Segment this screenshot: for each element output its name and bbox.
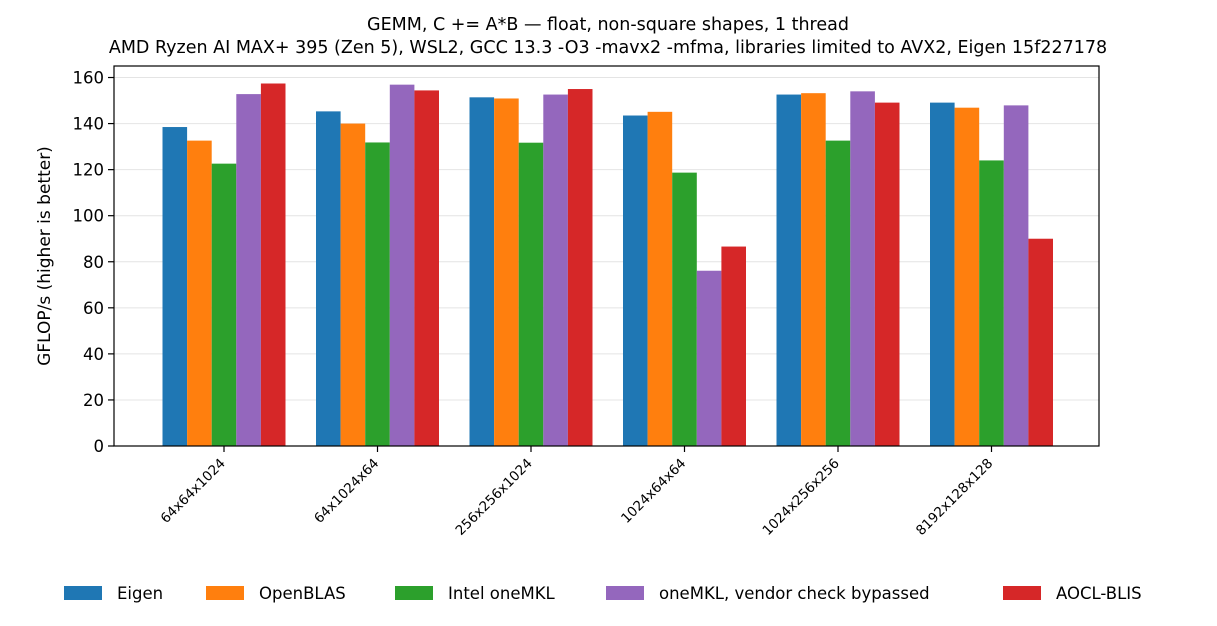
bars — [162, 83, 1053, 447]
bar — [776, 94, 802, 446]
bar — [518, 142, 544, 446]
bar — [389, 84, 415, 447]
plot-frame — [113, 65, 1100, 447]
bar — [930, 102, 955, 447]
y-tick-label: 0 — [94, 437, 105, 456]
x-tick-label: 64x64x1024 — [158, 456, 229, 527]
legend-label: AOCL-BLIS — [1056, 584, 1142, 603]
bar — [469, 97, 495, 446]
y-tick-label: 100 — [73, 207, 105, 226]
bar — [647, 111, 673, 447]
bar — [696, 270, 722, 446]
x-axis: 64x64x1024 64x1024x64 256x256x1024 1024x64x… — [158, 446, 996, 539]
legend: Eigen OpenBLAS Intel oneMKL oneMKL, vendor … — [64, 584, 1142, 603]
bar — [979, 160, 1004, 446]
bar — [187, 140, 212, 447]
bar — [365, 142, 390, 446]
y-tick-label: 20 — [83, 391, 104, 410]
bar — [316, 111, 341, 447]
bar — [721, 246, 746, 446]
bar — [850, 91, 875, 446]
bar — [825, 140, 851, 447]
legend-swatch — [1003, 586, 1041, 600]
bar — [162, 127, 188, 446]
bar — [874, 102, 900, 447]
x-tick-label: 256x256x1024 — [452, 456, 535, 539]
bar — [672, 172, 697, 446]
y-axis-label: GFLOP/s (higher is better) — [35, 146, 55, 366]
x-tick-label: 64x1024x64 — [311, 456, 382, 527]
y-tick-label: 80 — [83, 253, 104, 272]
legend-label: Intel oneMKL — [448, 584, 556, 603]
bar — [236, 94, 261, 446]
legend-label: OpenBLAS — [259, 584, 346, 603]
legend-swatch — [606, 586, 644, 600]
bar — [340, 123, 366, 447]
bar — [1028, 238, 1053, 446]
x-tick-label: 8192x128x128 — [913, 456, 996, 539]
x-tick-label: 1024x64x64 — [618, 456, 689, 527]
x-tick-label: 1024x256x256 — [759, 456, 842, 539]
legend-label: Eigen — [117, 584, 163, 603]
legend-swatch — [64, 586, 102, 600]
legend-swatch — [395, 586, 433, 600]
bar — [414, 90, 439, 447]
bar — [954, 107, 980, 446]
bar — [494, 98, 519, 447]
bar — [1003, 105, 1029, 446]
chart-title-line-2: AMD Ryzen AI MAX+ 395 (Zen 5), WSL2, GCC… — [109, 38, 1107, 58]
bar — [623, 115, 648, 447]
bar — [567, 89, 593, 446]
y-tick-label: 120 — [73, 161, 105, 180]
y-tick-label: 40 — [83, 345, 104, 364]
bar — [260, 83, 286, 447]
y-tick-label: 160 — [73, 69, 105, 88]
y-tick-label: 60 — [83, 299, 104, 318]
chart-title-line-1: GEMM, C += A*B — float, non-square shape… — [367, 15, 849, 35]
y-tick-label: 140 — [73, 115, 105, 134]
bar — [543, 94, 568, 446]
bar — [211, 163, 237, 446]
legend-label: oneMKL, vendor check bypassed — [659, 584, 930, 603]
y-axis: 0 20 40 60 80 100 120 140 160 — [73, 69, 114, 456]
bar — [801, 93, 826, 447]
legend-swatch — [206, 586, 244, 600]
